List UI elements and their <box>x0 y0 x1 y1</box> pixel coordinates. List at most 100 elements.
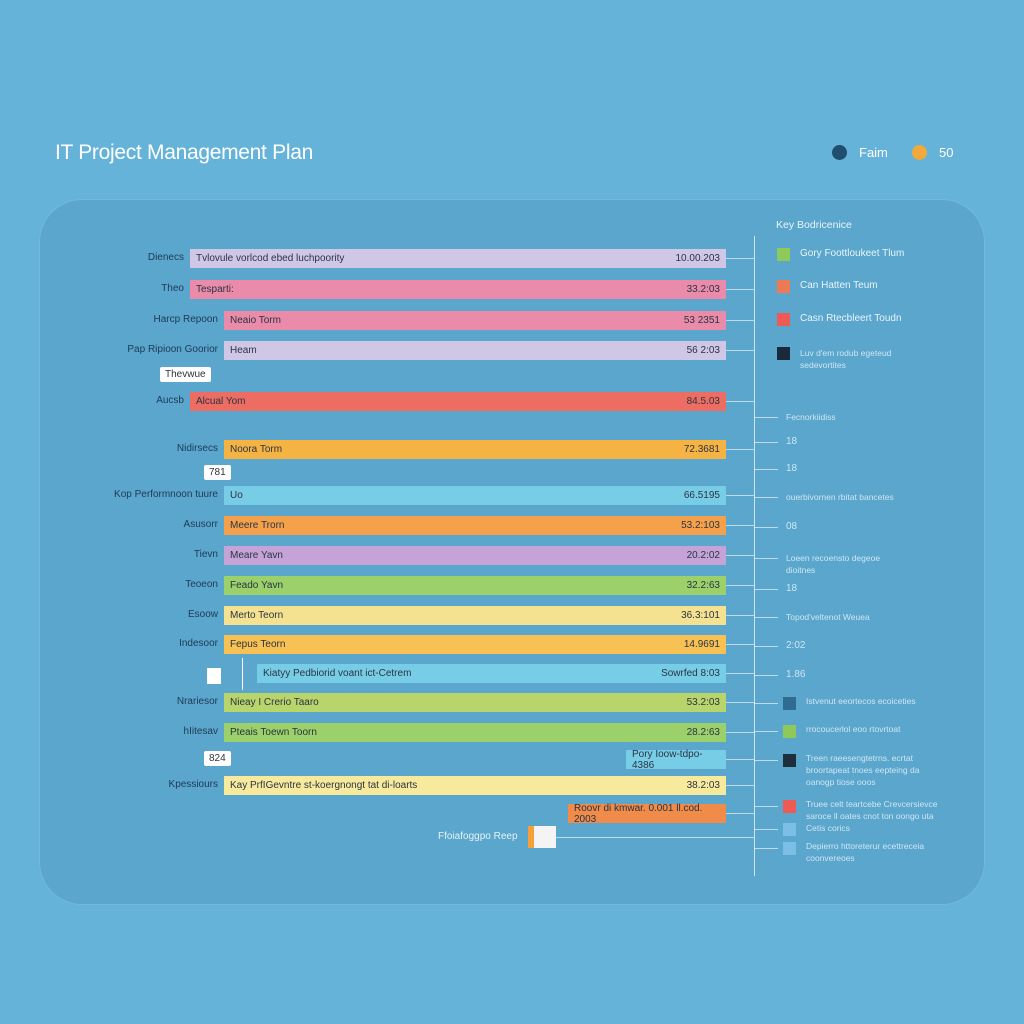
bar[interactable]: Fepus Teorn 14.9691 <box>224 635 726 654</box>
sidebar-title: Key Bodricenice <box>776 219 852 231</box>
bar[interactable]: Heam 56 2:03 <box>224 341 726 360</box>
legend-item: Can Hatten Teum <box>800 280 878 291</box>
tick <box>754 617 778 618</box>
bar[interactable]: Neaio Torm 53 2351 <box>224 311 726 330</box>
bar-value: 84.5.03 <box>686 396 720 407</box>
note: Loeen recoensto degeoe dioitnes <box>786 553 881 575</box>
tick <box>754 497 778 498</box>
bar-label: Neaio Torm <box>230 315 281 326</box>
footer-label: Ffoiafoggpo Reep <box>438 831 518 842</box>
bar[interactable]: Tvlovule vorlcod ebed luchpoority 10.00.2… <box>190 249 726 268</box>
bar-value: 10.00.203 <box>675 253 721 264</box>
note: 1.86 <box>786 669 806 680</box>
category-label: Pap Ripioon Goorior <box>127 344 218 355</box>
category-label: Kpessiours <box>168 779 218 790</box>
note: 2:02 <box>786 640 806 651</box>
tick <box>726 320 754 321</box>
legend-swatch <box>777 347 790 360</box>
bar[interactable]: Pory Ioow-tdpo-4386 <box>626 749 726 771</box>
bar[interactable]: Meare Yavn 20.2:02 <box>224 546 726 565</box>
tick <box>726 289 754 290</box>
bar[interactable]: Alcual Yom 84.5.03 <box>190 392 726 411</box>
bar-label: Kiatyy Pedbiorid voant ict-Cetrem <box>263 668 412 679</box>
tick <box>726 702 754 703</box>
tick <box>726 555 754 556</box>
legend-item: rrocoucerlol eoo rtovrtoat <box>806 724 901 734</box>
tick <box>726 813 754 814</box>
legend-swatch <box>777 313 790 326</box>
tick <box>726 258 754 259</box>
legend-item: Gory Foottloukeet Tlum <box>800 248 905 259</box>
bar[interactable]: Feado Yavn 32.2:63 <box>224 576 726 595</box>
marker <box>528 826 534 848</box>
legend-faim: Faim <box>832 145 888 160</box>
category-label: Esoow <box>187 609 218 620</box>
bar[interactable]: Kay PrfIGevntre st-koergnongt tat di-loa… <box>224 776 726 795</box>
bar[interactable]: Meere Trorn 53.2:103 <box>224 516 726 535</box>
note: 18 <box>786 583 798 594</box>
tick <box>754 806 778 807</box>
legend-swatch <box>777 280 790 293</box>
bar-label: Pteais Toewn Toorn <box>230 727 317 738</box>
bar[interactable]: Merto Teorn 36.3:101 <box>224 606 726 625</box>
bar[interactable]: Roovr di kmwar. 0.001 ll.cod. 2003 <box>568 803 726 825</box>
legend-item: Treen raeesengtetrns. ecrtat broortapeat… <box>806 753 920 787</box>
tick <box>754 442 778 443</box>
legend-swatch <box>783 823 796 836</box>
bar[interactable]: Uo 66.5195 <box>224 486 726 505</box>
bar[interactable]: Kiatyy Pedbiorid voant ict-Cetrem Sowrfed… <box>257 664 726 683</box>
tick <box>726 449 754 450</box>
legend-label: Faim <box>859 145 888 160</box>
legend-item: Depierro httoreterur ecettreceia coonver… <box>806 841 925 863</box>
bar[interactable]: Nieay I Crerio Taaro 53.2:03 <box>224 693 726 712</box>
bar-label: Nieay I Crerio Taaro <box>230 697 319 708</box>
tick <box>726 495 754 496</box>
tick <box>754 829 778 830</box>
tick <box>726 525 754 526</box>
tick <box>754 589 778 590</box>
bar-label: Tesparti: <box>196 284 234 295</box>
bar[interactable]: Pteais Toewn Toorn 28.2:63 <box>224 723 726 742</box>
bar-label: Kay PrfIGevntre st-koergnongt tat di-loa… <box>230 780 418 791</box>
tick <box>726 585 754 586</box>
category-label: Asusorr <box>183 519 218 530</box>
bar-value: 36.3:101 <box>681 610 720 621</box>
tick <box>726 615 754 616</box>
tick <box>754 675 778 676</box>
legend-swatch <box>783 800 796 813</box>
category-label: Dienecs <box>147 252 184 263</box>
bar-value: 53 2351 <box>683 315 720 326</box>
tick <box>754 558 778 559</box>
legend-swatch <box>783 754 796 767</box>
marker <box>534 826 556 848</box>
callout: Thevwue <box>160 367 211 382</box>
page-title: IT Project Management Plan <box>55 141 313 164</box>
legend-swatch <box>777 248 790 261</box>
marker <box>207 668 221 684</box>
bar-value: 33.2:03 <box>686 284 720 295</box>
tick <box>754 731 778 732</box>
bar-label: Fepus Teorn <box>230 639 286 650</box>
tick <box>556 837 754 838</box>
tick <box>726 350 754 351</box>
category-label: Aucsb <box>156 395 184 406</box>
legend-item: Istvenut eeortecos ecoiceties <box>806 696 916 706</box>
tick <box>754 760 778 761</box>
legend-swatch <box>783 725 796 738</box>
bar[interactable]: Tesparti: 33.2:03 <box>190 280 726 299</box>
tick <box>726 732 754 733</box>
bar-label: Uo <box>230 490 243 501</box>
bar-value: 72.3681 <box>683 444 720 455</box>
legend-50: 50 <box>912 145 953 160</box>
bar-label: Feado Yavn <box>230 580 284 591</box>
note: 18 <box>786 463 798 474</box>
note: Fecnorkiidiss <box>786 412 836 422</box>
bar-value: 53.2:03 <box>686 697 720 708</box>
legend-item: Casn Rtecbleert Toudn <box>800 313 902 324</box>
bar[interactable]: Noora Torm 72.3681 <box>224 440 726 459</box>
note: 08 <box>786 521 798 532</box>
bar-label: Heam <box>230 345 257 356</box>
callout: 824 <box>204 751 231 766</box>
bar-label: Tvlovule vorlcod ebed luchpoority <box>196 253 345 264</box>
tick <box>754 417 778 418</box>
